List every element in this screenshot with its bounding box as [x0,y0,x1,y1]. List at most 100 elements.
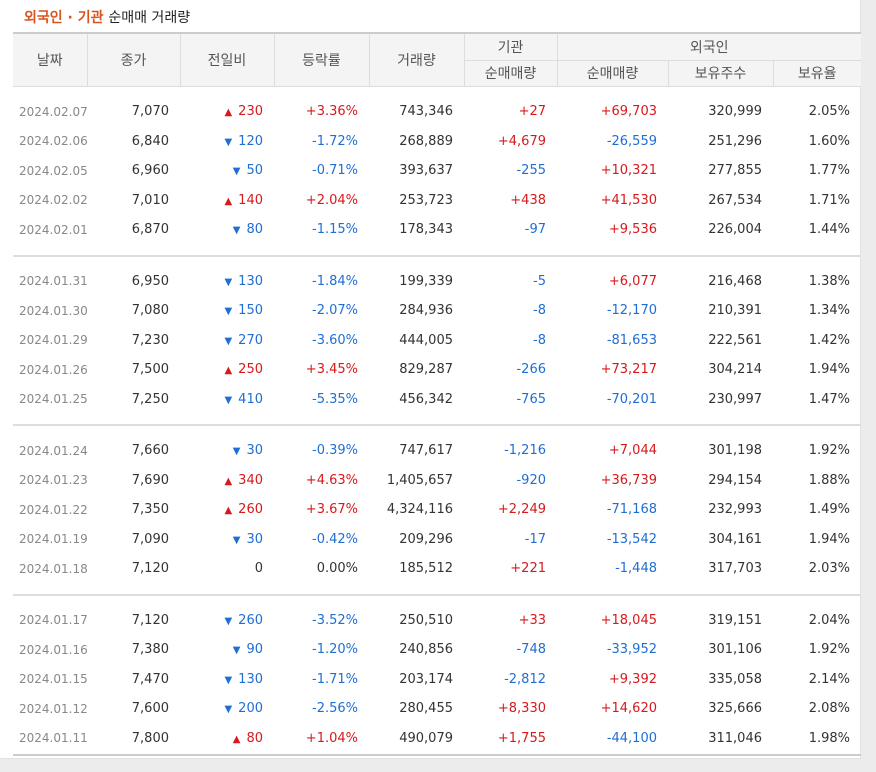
cell-rate-value: -5.35% [312,391,358,407]
cell-rate-value: +4.63% [305,472,358,488]
cell-date: 2024.01.23 [13,466,88,496]
cell-shares-held: 311,046 [668,724,773,754]
triangle-down-icon: ▼ [224,704,233,716]
cell-holding-ratio: 2.05% [773,97,861,127]
cell-rate: -1.71% [274,665,369,695]
cell-shares-held: 210,391 [668,296,773,326]
cell-change: ▲ 80 [180,724,274,754]
cell-inst-net-value: +221 [510,561,546,577]
cell-volume: 250,510 [369,606,464,636]
cell-close: 6,840 [87,127,180,157]
cell-rate-value: -0.42% [312,531,358,547]
table-header: 날짜 종가 전일비 등락률 거래량 기관 외국인 순매매량 순매매량 보유주수 … [13,32,861,87]
table-row: 2024.02.02 7,010 ▲ 140 +2.04% 253,723 +438 +41,… [13,186,861,216]
cell-change-value: 270 [238,332,263,348]
cell-shares-held-value: 301,106 [708,642,762,658]
cell-close-value: 7,690 [131,472,169,488]
cell-inst-net-value: -2,812 [504,671,546,687]
cell-inst-net-value: +27 [518,104,546,120]
cell-volume-value: 178,343 [399,222,453,238]
cell-rate: -5.35% [274,385,369,415]
cell-foreign-net-value: -70,201 [606,391,657,407]
cell-shares-held: 320,999 [668,97,773,127]
cell-shares-held: 267,534 [668,186,773,216]
cell-holding-ratio: 1.49% [773,495,861,525]
cell-rate: +3.36% [274,97,369,127]
cell-foreign-net-value: -71,168 [606,502,657,518]
cell-volume: 253,723 [369,186,464,216]
cell-date-value: 2024.01.25 [19,392,88,407]
cell-inst-net: -8 [464,296,557,326]
cell-shares-held-value: 294,154 [708,472,762,488]
cell-change-value: 260 [238,612,263,628]
cell-volume-value: 829,287 [399,362,453,378]
cell-holding-ratio: 2.04% [773,606,861,636]
cell-volume-value: 209,296 [399,531,453,547]
cell-holding-ratio-value: 1.60% [808,133,850,149]
cell-foreign-net: -26,559 [557,127,668,157]
cell-holding-ratio: 1.92% [773,436,861,466]
cell-change: ▼ 270 [180,326,274,356]
table-row: 2024.01.16 7,380 ▼ 90 -1.20% 240,856 -748 -33,9… [13,635,861,665]
cell-volume-value: 203,174 [399,671,453,687]
title-rest: 순매매 거래량 [108,10,191,26]
cell-volume: 456,342 [369,385,464,415]
cell-date: 2024.01.16 [13,635,88,665]
cell-volume: 209,296 [369,525,464,555]
cell-shares-held-value: 251,296 [708,133,762,149]
cell-volume-value: 4,324,116 [386,502,453,518]
cell-foreign-net-value: +9,536 [608,222,657,238]
triangle-down-icon: ▼ [224,136,233,148]
cell-shares-held-value: 304,161 [708,531,762,547]
cell-foreign-net-value: +18,045 [600,612,657,628]
cell-holding-ratio: 1.60% [773,127,861,157]
cell-close-value: 7,080 [131,303,169,319]
cell-close: 7,500 [87,355,180,385]
cell-volume-value: 393,637 [399,163,453,179]
cell-change: ▼ 410 [180,385,274,415]
table-row: 2024.01.29 7,230 ▼ 270 -3.60% 444,005 -8 -81,65… [13,326,861,356]
group-spacer [13,87,861,98]
cell-shares-held: 230,997 [668,385,773,415]
cell-inst-net-value: -17 [524,531,546,547]
cell-change: ▲ 140 [180,186,274,216]
cell-close-value: 7,010 [131,192,169,208]
cell-close-value: 7,230 [131,332,169,348]
cell-inst-net-value: -97 [524,222,546,238]
cell-volume: 743,346 [369,97,464,127]
cell-holding-ratio: 2.03% [773,554,861,584]
cell-date: 2024.01.18 [13,554,88,584]
table-row: 2024.01.24 7,660 ▼ 30 -0.39% 747,617 -1,216 +7,… [13,436,861,466]
cell-holding-ratio-value: 1.71% [808,192,850,208]
cell-close: 7,690 [87,466,180,496]
cell-date: 2024.01.17 [13,606,88,636]
cell-close: 7,230 [87,326,180,356]
cell-date-value: 2024.01.30 [19,303,88,318]
cell-date-value: 2024.01.16 [19,642,88,657]
cell-foreign-net-value: +14,620 [600,701,657,717]
cell-rate: -2.56% [274,694,369,724]
cell-shares-held-value: 277,855 [708,163,762,179]
cell-volume-value: 284,936 [399,303,453,319]
cell-holding-ratio-value: 1.34% [808,303,850,319]
cell-volume-value: 1,405,657 [386,472,453,488]
cell-change-value: 0 [254,561,263,577]
cell-close: 7,080 [87,296,180,326]
cell-inst-net: -8 [464,326,557,356]
cell-change-value: 120 [238,133,263,149]
cell-close-value: 7,070 [131,104,169,120]
cell-rate-value: -1.84% [312,273,358,289]
cell-foreign-net-value: +10,321 [600,163,657,179]
cell-shares-held: 304,214 [668,355,773,385]
cell-holding-ratio: 1.92% [773,635,861,665]
cell-shares-held: 277,855 [668,156,773,186]
cell-foreign-net: +36,739 [557,466,668,496]
cell-holding-ratio-value: 1.47% [808,391,850,407]
cell-date: 2024.01.30 [13,296,88,326]
cell-close: 7,120 [87,554,180,584]
cell-date: 2024.01.24 [13,436,88,466]
cell-holding-ratio: 2.08% [773,694,861,724]
cell-inst-net-value: -920 [516,472,546,488]
triangle-up-icon: ▲ [224,505,233,517]
cell-rate-value: -0.39% [312,443,358,459]
